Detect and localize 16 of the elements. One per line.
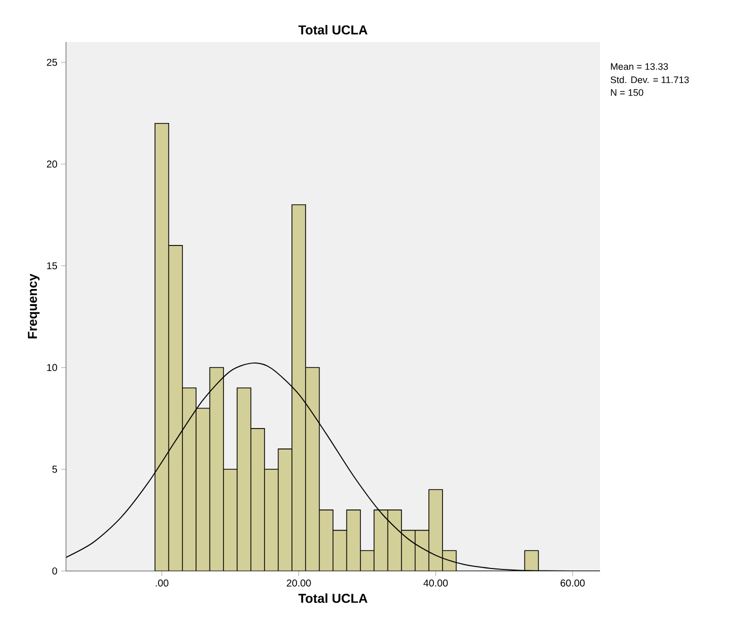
chart-title: Total UCLA: [298, 24, 368, 34]
text: Std. Dev. = 11.713: [610, 76, 689, 84]
y-tick-label: 5: [52, 466, 58, 473]
y-axis-title: Frequency: [28, 274, 40, 338]
y-tick-label: 15: [47, 262, 58, 270]
text: Mean = 13.33: [610, 63, 668, 70]
x-tick-label: .00: [156, 580, 168, 587]
x-tick-label: 60.00: [560, 580, 585, 587]
y-tick-label: 0: [52, 567, 58, 575]
x-tick-label: 20.00: [286, 580, 311, 587]
y-tick-label: 20: [46, 160, 58, 168]
y-tick-label: 10: [47, 364, 58, 372]
x-tick-label: 40.00: [423, 580, 448, 587]
y-tick-label: 25: [46, 58, 58, 66]
x-axis-title: Total UCLA: [298, 593, 368, 603]
text: N = 150: [610, 89, 644, 96]
